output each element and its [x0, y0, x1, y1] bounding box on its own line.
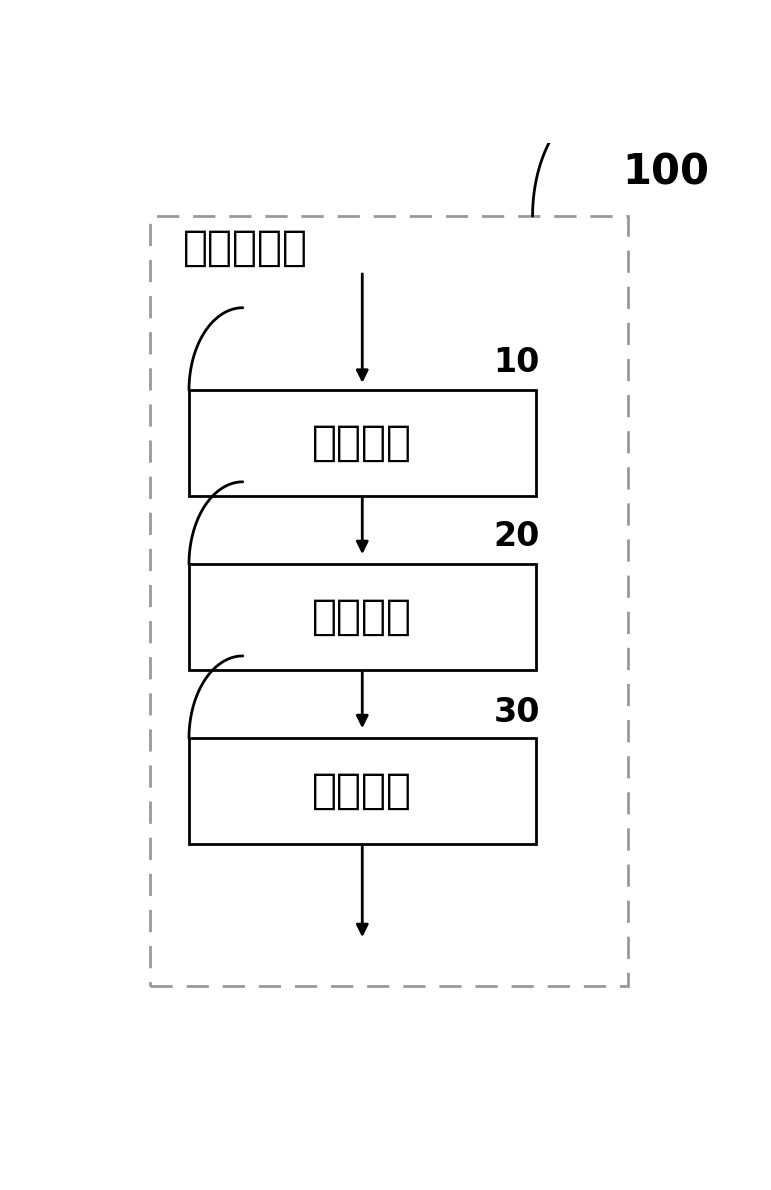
- Text: 补偿单元: 补偿单元: [312, 770, 412, 812]
- Bar: [150, 217, 628, 985]
- Text: 30: 30: [493, 696, 540, 729]
- Bar: [189, 738, 536, 844]
- Text: 100: 100: [622, 151, 709, 193]
- Text: 10: 10: [493, 346, 540, 380]
- Text: 控制单元: 控制单元: [312, 596, 412, 638]
- Bar: [189, 564, 536, 670]
- Text: 侦测单元: 侦测单元: [312, 422, 412, 464]
- Text: 时序控制器: 时序控制器: [183, 227, 308, 269]
- Text: 20: 20: [493, 520, 540, 553]
- Bar: [189, 390, 536, 495]
